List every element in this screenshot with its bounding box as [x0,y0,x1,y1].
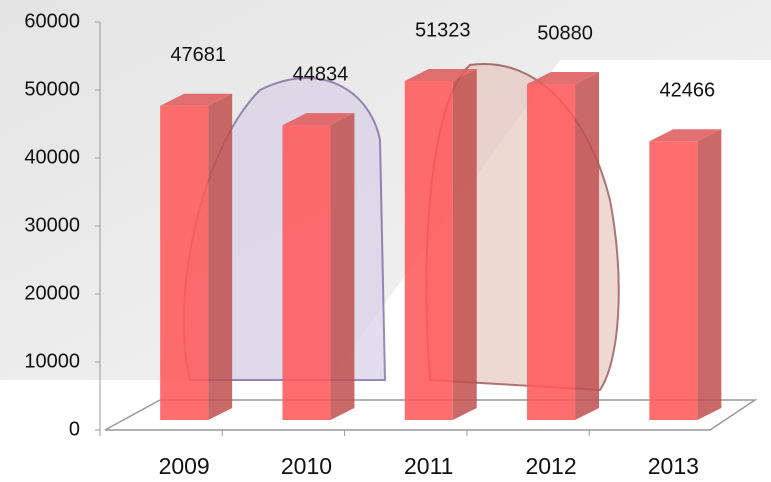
bar-side [575,72,600,421]
y-tick-label: 60000 [24,10,80,32]
y-tick-label: 20000 [24,282,80,304]
bar-side [452,69,477,420]
value-label: 47681 [170,44,226,66]
floor [104,399,758,431]
value-label: 44834 [293,63,349,85]
x-tick-label: 2011 [404,453,453,479]
y-tick-label: 0 [69,418,80,440]
bar-side [330,113,355,421]
bar-top [282,113,355,126]
bar [404,81,453,420]
bar-side [208,93,233,421]
value-label: 42466 [660,80,716,102]
x-tick-label: 2013 [648,453,699,479]
x-tick-label: 2010 [281,453,332,479]
value-label: 50880 [537,22,593,44]
bar-side [697,129,722,420]
value-label: 51323 [415,19,471,41]
y-tick-label: 30000 [24,214,80,236]
bar-top [160,93,233,106]
y-tick-label: 50000 [24,78,80,100]
x-tick-label: 2012 [525,453,576,479]
plot: 0 10000 20000 30000 40000 50000 60000 2009 47681… [24,10,722,479]
y-tick-label: 10000 [24,350,80,372]
bar [160,105,209,421]
bar-top [649,129,722,142]
bar [282,125,331,421]
bar [527,84,576,421]
x-tick-label: 2009 [159,453,210,479]
bar-top [527,72,600,85]
bar-top [404,69,477,82]
y-tick-label: 40000 [24,146,80,168]
bar [649,141,698,420]
